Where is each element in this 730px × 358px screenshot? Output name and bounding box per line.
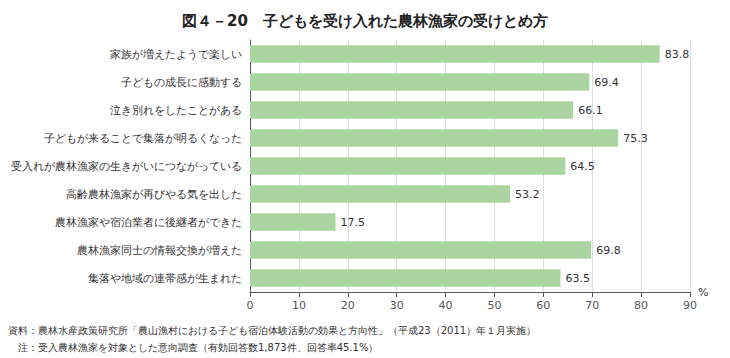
svg-text:40: 40	[439, 299, 453, 312]
svg-text:90: 90	[683, 299, 697, 312]
svg-text:資料：農林水産政策研究所「農山漁村における子ども宿泊体験活動: 資料：農林水産政策研究所「農山漁村における子ども宿泊体験活動の効果と方向性」（平…	[8, 325, 536, 336]
svg-text:10: 10	[292, 299, 306, 312]
svg-text:60: 60	[536, 299, 550, 312]
svg-text:高齢農林漁家が再びやる気を出した: 高齢農林漁家が再びやる気を出した	[66, 188, 242, 201]
svg-text:50: 50	[487, 299, 501, 312]
svg-text:子どもの成長に感動する: 子どもの成長に感動する	[121, 76, 242, 89]
svg-text:63.5: 63.5	[565, 272, 590, 285]
svg-text:83.8: 83.8	[665, 48, 690, 61]
svg-text:0: 0	[247, 299, 254, 312]
svg-text:泣き別れをしたことがある: 泣き別れをしたことがある	[110, 104, 242, 117]
svg-text:30: 30	[390, 299, 404, 312]
svg-text:69.4: 69.4	[594, 76, 619, 89]
svg-text:70: 70	[585, 299, 599, 312]
svg-text:受入れが農林漁家の生きがいにつながっている: 受入れが農林漁家の生きがいにつながっている	[11, 160, 242, 173]
svg-text:66.1: 66.1	[578, 104, 603, 117]
svg-text:80: 80	[634, 299, 648, 312]
svg-text:子どもが来ることで集落が明るくなった: 子どもが来ることで集落が明るくなった	[44, 132, 242, 145]
svg-text:%: %	[698, 286, 708, 299]
svg-text:17.5: 17.5	[341, 216, 366, 229]
svg-text:集落や地域の連帯感が生まれた: 集落や地域の連帯感が生まれた	[88, 272, 242, 285]
svg-text:75.3: 75.3	[623, 132, 648, 145]
svg-text:農林漁家同士の情報交換が増えた: 農林漁家同士の情報交換が増えた	[77, 244, 242, 257]
svg-text:20: 20	[341, 299, 355, 312]
svg-text:注：受入農林漁家を対象とした意向調査（有効回答数1,873件: 注：受入農林漁家を対象とした意向調査（有効回答数1,873件、回答率45.1%）	[8, 342, 378, 353]
svg-text:図４－20 子どもを受け入れた農林漁家の受けとめ方: 図４－20 子どもを受け入れた農林漁家の受けとめ方	[182, 12, 548, 30]
svg-text:農林漁家や宿泊業者に後継者ができた: 農林漁家や宿泊業者に後継者ができた	[55, 216, 242, 229]
svg-text:家族が増えたようで楽しい: 家族が増えたようで楽しい	[110, 48, 242, 61]
svg-text:64.5: 64.5	[570, 160, 595, 173]
svg-text:69.8: 69.8	[596, 244, 621, 257]
svg-text:53.2: 53.2	[515, 188, 540, 201]
